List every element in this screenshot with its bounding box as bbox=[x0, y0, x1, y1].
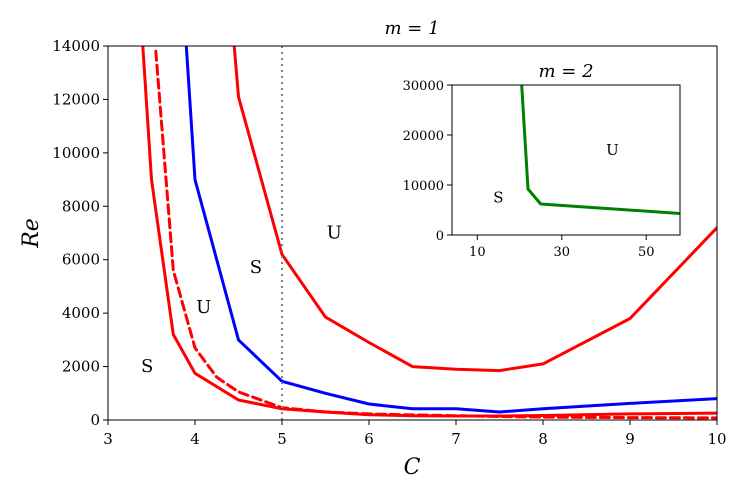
main-series-line-2 bbox=[154, 49, 717, 420]
inset-x-tick-label-2: 30 bbox=[554, 245, 571, 260]
inset-plot-frame bbox=[451, 84, 681, 236]
main-plot-frame bbox=[107, 45, 718, 421]
main-y-tick-label-5: 8000 bbox=[62, 197, 100, 215]
main-region-label-4: U bbox=[327, 222, 342, 243]
inset-x-tick-label-1: 10 bbox=[469, 245, 486, 260]
x-axis-label: C bbox=[404, 455, 421, 480]
main-x-tick-label-4: 6 bbox=[364, 430, 374, 448]
inset-x-ticks: 10 30 50 bbox=[469, 235, 654, 260]
inset-series-line-1 bbox=[520, 85, 680, 215]
main-y-tick-label-4: 6000 bbox=[62, 251, 100, 269]
inset-series-group bbox=[520, 85, 680, 215]
main-x-tick-label-6: 8 bbox=[538, 430, 548, 448]
main-y-tick-label-7: 12000 bbox=[52, 90, 100, 108]
inset-y-tick-label-1: 0 bbox=[436, 229, 444, 244]
y-axis-label: Re bbox=[19, 218, 44, 249]
main-series-line-3 bbox=[184, 46, 717, 414]
main-region-label-1: S bbox=[141, 356, 153, 377]
main-x-tick-label-8: 10 bbox=[707, 430, 726, 448]
inset-y-tick-label-2: 10000 bbox=[403, 179, 444, 194]
main-series-line-4 bbox=[232, 46, 717, 373]
main-y-tick-label-6: 10000 bbox=[52, 144, 100, 162]
inset-region-labels: SU bbox=[493, 141, 618, 207]
inset-region-label-2: U bbox=[606, 141, 619, 159]
main-x-tick-label-7: 9 bbox=[625, 430, 635, 448]
main-y-tick-label-2: 2000 bbox=[62, 358, 100, 376]
main-y-tick-label-3: 4000 bbox=[62, 304, 100, 322]
main-x-tick-label-5: 7 bbox=[451, 430, 461, 448]
main-x-tick-label-2: 4 bbox=[190, 430, 200, 448]
main-y-tick-label-1: 0 bbox=[90, 411, 100, 429]
main-title: m = 1 bbox=[384, 18, 439, 39]
inset-region-label-1: S bbox=[493, 189, 503, 207]
main-series-group bbox=[141, 46, 717, 420]
main-y-tick-label-8: 14000 bbox=[52, 37, 100, 55]
inset-title: m = 2 bbox=[538, 61, 593, 82]
main-y-ticks: 0 2000 4000 6000 8000 10000 12000 14000 bbox=[52, 37, 108, 429]
inset-y-tick-label-4: 30000 bbox=[403, 79, 444, 94]
main-region-label-2: U bbox=[196, 297, 211, 318]
inset-y-tick-label-3: 20000 bbox=[403, 129, 444, 144]
inset-y-ticks: 0 10000 20000 30000 bbox=[403, 79, 452, 244]
main-x-tick-label-1: 3 bbox=[103, 430, 113, 448]
main-x-ticks: 3 4 5 6 7 8 9 10 bbox=[103, 420, 727, 448]
inset-x-tick-label-3: 50 bbox=[638, 245, 655, 260]
main-region-labels: S U S U bbox=[141, 222, 342, 377]
main-x-tick-label-3: 5 bbox=[277, 430, 287, 448]
main-region-label-3: S bbox=[250, 257, 262, 278]
